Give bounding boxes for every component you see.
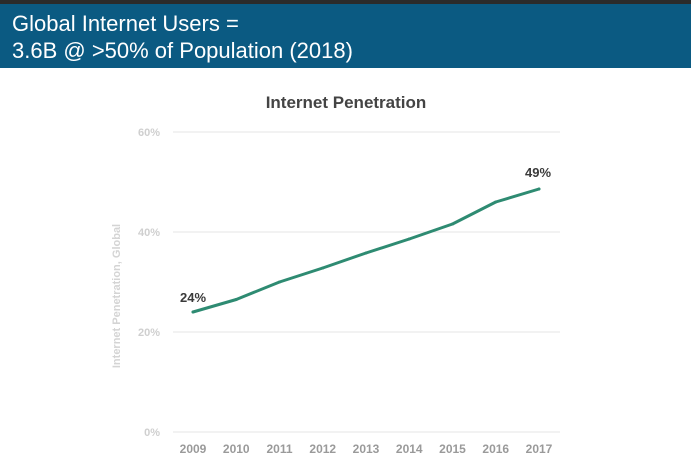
- grid-layer: [173, 131, 560, 433]
- y-tick-label: 40%: [138, 227, 160, 239]
- data-label: 24%: [180, 290, 206, 305]
- top-border-strip: [0, 0, 691, 4]
- tick-layer: 0% 20% 40% 60% 2009 2010 2011 2012 2013 2014 2015 2…: [138, 127, 553, 456]
- data-point: [494, 200, 498, 204]
- header-title-line-2: 3.6B @ >50% of Population (2018): [12, 38, 353, 63]
- chart-title: Internet Penetration: [266, 93, 427, 112]
- internet-penetration-chart: Internet Penetration Internet Penetratio…: [111, 93, 560, 456]
- header-banner: Global Internet Users = 3.6B @ >50% of P…: [0, 4, 691, 68]
- header-title-line-1: Global Internet Users =: [12, 11, 239, 36]
- data-point: [321, 266, 325, 270]
- data-point: [191, 310, 195, 314]
- x-tick-label: 2010: [223, 442, 250, 456]
- data-point: [234, 298, 238, 301]
- x-tick-label: 2013: [353, 442, 380, 456]
- data-point: [278, 280, 281, 284]
- data-point: [407, 237, 411, 241]
- data-point: [364, 251, 368, 255]
- x-tick-label: 2016: [482, 442, 509, 456]
- x-tick-label: 2017: [526, 442, 553, 456]
- x-tick-label: 2015: [439, 442, 466, 456]
- label-layer: 24% 49%: [180, 165, 551, 305]
- line-layer: [191, 187, 541, 314]
- x-tick-label: 2012: [309, 442, 336, 456]
- y-tick-label: 60%: [138, 127, 160, 139]
- series-line: [191, 187, 541, 314]
- x-tick-label: 2014: [396, 442, 423, 456]
- x-tick-label: 2009: [180, 442, 207, 456]
- data-point: [537, 187, 541, 191]
- data-point: [451, 222, 454, 226]
- y-tick-label: 20%: [138, 327, 160, 339]
- y-tick-label: 0%: [144, 427, 160, 439]
- x-tick-label: 2011: [266, 442, 292, 456]
- y-axis-label: Internet Penetration, Global: [111, 224, 123, 368]
- data-label: 49%: [525, 165, 551, 180]
